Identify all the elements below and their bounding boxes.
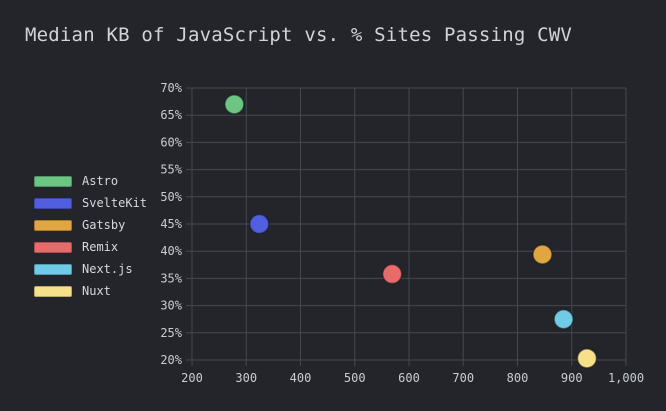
data-point-remix[interactable] [381, 263, 403, 285]
x-tick-label: 300 [235, 371, 257, 385]
x-tick-label: 400 [290, 371, 312, 385]
x-tick-label: 700 [452, 371, 474, 385]
legend-swatch-nextjs [34, 263, 72, 275]
x-tick-label: 900 [561, 371, 583, 385]
legend-swatch-gatsby [34, 219, 72, 231]
legend-label-remix: Remix [82, 240, 119, 254]
x-tick-label: 1,000 [608, 371, 644, 385]
y-tick-label: 50% [160, 190, 182, 204]
legend-item-nextjs[interactable]: Next.js [34, 258, 147, 280]
y-tick-label: 55% [160, 163, 182, 177]
y-tick-label: 30% [160, 299, 182, 313]
legend-label-nuxt: Nuxt [82, 284, 111, 298]
x-tick-label: 600 [398, 371, 420, 385]
data-point-gatsby[interactable] [532, 244, 553, 265]
y-tick-label: 60% [160, 135, 182, 149]
data-point-nextjs[interactable] [553, 308, 574, 330]
data-point-sveltekit[interactable] [249, 213, 270, 235]
y-tick-label: 25% [160, 326, 182, 340]
x-tick-label: 200 [181, 371, 203, 385]
legend-swatch-nuxt [34, 285, 72, 297]
y-tick-label: 65% [160, 108, 182, 122]
chart-title: Median KB of JavaScript vs. % Sites Pass… [25, 24, 573, 46]
legend-swatch-sveltekit [34, 197, 72, 209]
legend: Astro SvelteKit Gatsby Remix Next.js Nux… [34, 170, 147, 302]
legend-label-gatsby: Gatsby [82, 218, 126, 232]
y-tick-label: 20% [160, 353, 182, 367]
grid-lines [186, 87, 627, 366]
x-tick-label: 500 [344, 371, 366, 385]
legend-swatch-remix [34, 241, 72, 253]
legend-label-nextjs: Next.js [82, 262, 133, 276]
legend-item-remix[interactable]: Remix [34, 236, 147, 258]
y-tick-label: 70% [160, 81, 182, 95]
legend-item-gatsby[interactable]: Gatsby [34, 214, 147, 236]
data-point-astro[interactable] [224, 94, 245, 115]
legend-label-sveltekit: SvelteKit [82, 196, 148, 210]
y-tick-label: 35% [160, 271, 182, 285]
legend-item-sveltekit[interactable]: SvelteKit [34, 192, 147, 214]
x-tick-label: 800 [507, 371, 529, 385]
data-point-nuxt[interactable] [576, 348, 598, 369]
legend-item-nuxt[interactable]: Nuxt [34, 280, 147, 302]
legend-label-astro: Astro [82, 174, 119, 188]
legend-item-astro[interactable]: Astro [34, 170, 147, 192]
legend-swatch-astro [34, 175, 72, 187]
y-tick-label: 40% [160, 244, 182, 258]
y-tick-label: 45% [160, 217, 182, 231]
